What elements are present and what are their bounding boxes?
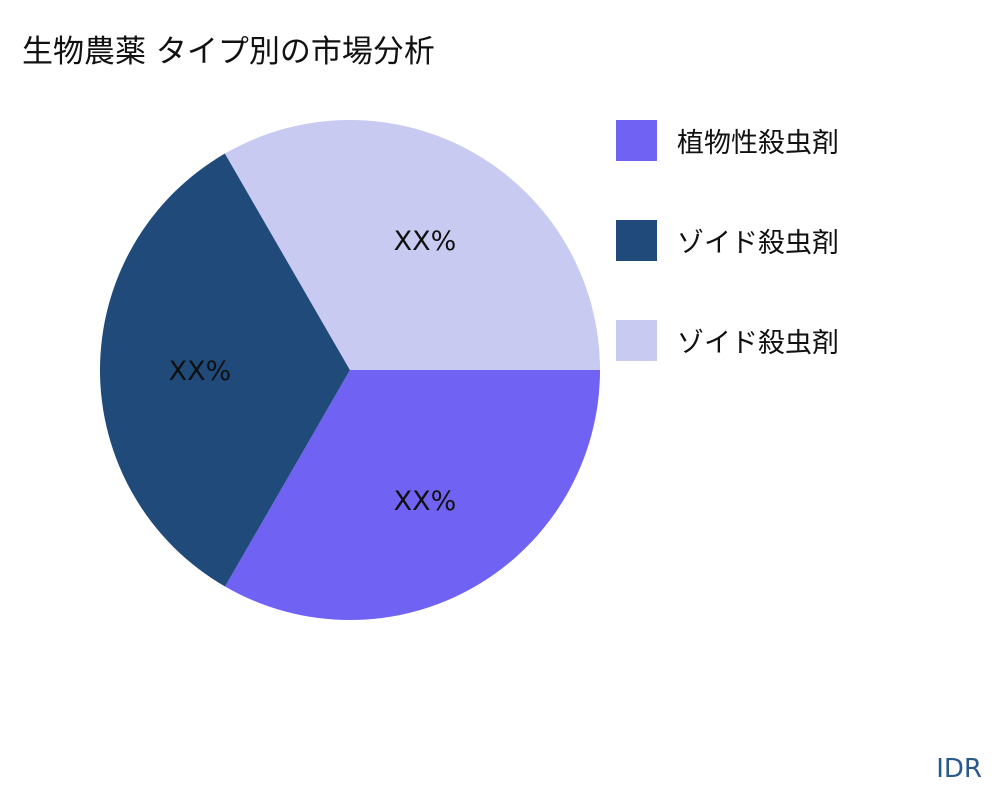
legend-item: 植物性殺虫剤 [616,119,839,161]
legend-label: ゾイド殺虫剤 [677,227,839,259]
chart-title: 生物農薬 タイプ別の市場分析 [22,34,435,70]
slice-data-label: XX% [169,356,232,387]
slice-data-label: XX% [394,226,457,257]
brand-logo: IDR [936,754,982,784]
legend-item: ゾイド殺虫剤 [616,319,839,361]
legend-label: ゾイド殺虫剤 [677,327,839,359]
legend-swatch [616,319,657,361]
legend-label: 植物性殺虫剤 [677,127,839,159]
legend-item: ゾイド殺虫剤 [616,219,839,261]
legend-swatch [616,119,657,161]
pie-slice [224,119,601,371]
legend-swatch [616,219,657,261]
slice-data-label: XX% [394,486,457,517]
pie-slice [100,153,350,587]
pie-slice [225,370,600,621]
